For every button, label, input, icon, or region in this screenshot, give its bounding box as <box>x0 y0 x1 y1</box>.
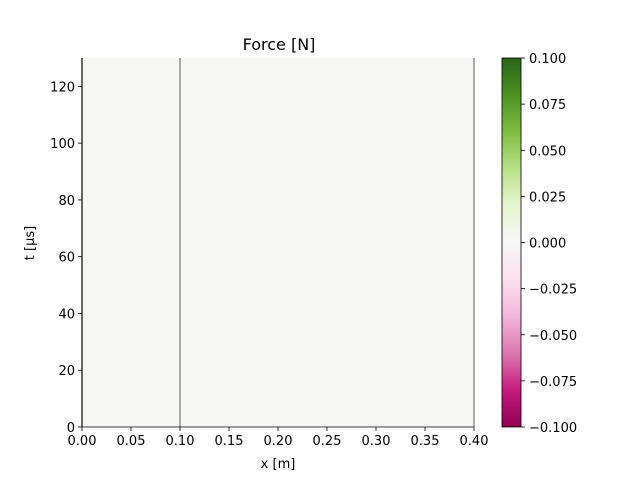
y-tick-label: 40 <box>58 307 75 322</box>
plot-area <box>81 58 475 428</box>
x-tick-label: 0.10 <box>166 434 195 449</box>
y-axis-label: t [μs] <box>23 226 38 260</box>
y-axis-ticks: 0 20 40 60 80 100 120 <box>50 80 82 436</box>
y-tick-label: 100 <box>50 137 75 152</box>
x-axis-ticks: 0.00 0.05 0.10 0.15 0.20 0.25 0.30 0.35 0.40 <box>68 427 489 449</box>
y-tick-label: 120 <box>50 80 75 95</box>
x-tick-label: 0.25 <box>313 434 342 449</box>
x-axis-label: x [m] <box>261 457 296 472</box>
x-tick-label: 0.30 <box>362 434 391 449</box>
colorbar-tick-label: 0.075 <box>529 98 566 113</box>
y-tick-label: 0 <box>67 421 75 436</box>
colorbar-tick-label: −0.075 <box>529 375 577 390</box>
colorbar-tick-label: −0.025 <box>529 283 577 298</box>
x-tick-label: 0.00 <box>68 434 97 449</box>
colorbar-tick-label: 0.050 <box>529 144 566 159</box>
chart-title: Force [N] <box>243 35 316 54</box>
x-tick-label: 0.15 <box>215 434 244 449</box>
colorbar-tick-label: 0.000 <box>529 237 566 252</box>
y-tick-label: 60 <box>58 251 75 266</box>
y-tick-label: 80 <box>58 194 75 209</box>
colorbar-ticks: −0.100 −0.075 −0.050 −0.025 0.000 0.025 0.050 0… <box>521 52 577 436</box>
colorbar-tick-label: −0.050 <box>529 329 577 344</box>
colorbar-tick-label: 0.100 <box>529 52 566 67</box>
x-tick-label: 0.20 <box>264 434 293 449</box>
x-tick-label: 0.05 <box>117 434 146 449</box>
colorbar-tick-label: 0.025 <box>529 190 566 205</box>
colorbar-tick-label: −0.100 <box>529 421 577 436</box>
heatmap-field <box>82 58 474 427</box>
y-tick-label: 20 <box>58 364 75 379</box>
x-tick-label: 0.35 <box>411 434 440 449</box>
x-tick-label: 0.40 <box>460 434 489 449</box>
colorbar: −0.100 −0.075 −0.050 −0.025 0.000 0.025 0.050 0… <box>501 52 577 436</box>
colorbar-gradient <box>502 58 521 427</box>
